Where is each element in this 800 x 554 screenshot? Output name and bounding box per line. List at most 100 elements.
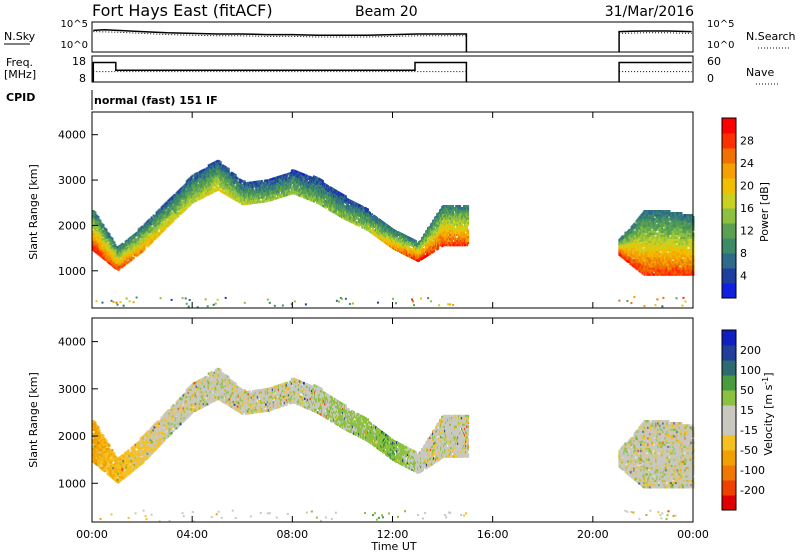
power-cell [349, 216, 352, 219]
power-cell [467, 207, 470, 210]
power-cell [252, 189, 255, 192]
power-cell [256, 186, 259, 190]
power-cell [201, 191, 204, 195]
power-cell [400, 234, 402, 238]
power-cell [244, 202, 247, 206]
power-cell [203, 174, 206, 177]
power-cell [260, 184, 263, 187]
power-cell [422, 244, 424, 248]
power-cell [250, 181, 253, 184]
power-cell [181, 190, 184, 193]
power-cell [338, 194, 341, 197]
power-cell [133, 235, 136, 239]
date-label: 31/Mar/2016 [605, 4, 694, 20]
power-cell [221, 170, 224, 173]
power-cell [307, 198, 310, 201]
power-cell [380, 232, 382, 235]
power-cell [374, 217, 376, 220]
power-noise-cell [452, 304, 455, 306]
power-cell [367, 216, 369, 220]
freq-left-tick-bottom: 8 [79, 72, 86, 85]
power-noise-cell [243, 301, 246, 304]
power-cell [311, 191, 314, 194]
power-cell [301, 183, 304, 186]
power-cell [310, 193, 313, 196]
power-cell [372, 226, 374, 229]
power-cell [367, 220, 369, 224]
power-cell [324, 206, 327, 209]
power-cell [181, 210, 184, 214]
power-panel-frame [91, 111, 694, 309]
power-noise-cell [411, 298, 413, 301]
power-cell [361, 205, 364, 209]
power-cell [347, 209, 350, 212]
power-cell [226, 181, 229, 185]
power-noise-cell [626, 300, 629, 302]
power-cell [465, 205, 468, 208]
nsearch-series-line-segment-2 [619, 32, 692, 34]
power-cell [420, 256, 422, 259]
nave-right-label: Nave [746, 66, 774, 79]
power-cell [138, 233, 141, 237]
power-cell [181, 206, 184, 210]
power-cell [201, 173, 204, 176]
power-cell [274, 184, 277, 188]
power-cell [284, 173, 287, 177]
power-cell [271, 179, 274, 183]
power-cell [355, 209, 358, 212]
power-noise-cell [293, 300, 296, 303]
noise-left-label: N.Sky [4, 30, 36, 43]
power-cell [330, 189, 333, 192]
power-cell [359, 215, 362, 218]
power-cell [121, 265, 124, 268]
power-cell [203, 168, 206, 171]
power-cell [391, 235, 393, 239]
power-cell [254, 191, 257, 194]
power-cell [200, 190, 203, 193]
power-cell [268, 193, 271, 196]
power-cell [254, 187, 257, 190]
power-cell [172, 219, 175, 222]
power-noise-cell [110, 299, 113, 302]
power-cell [416, 256, 418, 260]
power-cell [254, 189, 257, 192]
power-cell [305, 174, 308, 178]
power-cell [301, 193, 304, 196]
power-cell [249, 193, 252, 197]
power-cell [181, 194, 184, 197]
power-cell [255, 195, 258, 198]
power-cell [360, 209, 363, 212]
power-cell [422, 240, 424, 243]
power-noise-cell [212, 303, 215, 306]
power-cell [413, 241, 415, 244]
power-cell [102, 224, 105, 227]
power-cell [295, 182, 298, 186]
power-cell [277, 177, 280, 181]
power-cell [133, 239, 136, 243]
power-cell [113, 241, 116, 244]
power-cell [416, 248, 418, 252]
power-cell [121, 251, 124, 254]
power-cell [422, 254, 424, 258]
power-cell [282, 178, 285, 181]
power-cell [422, 242, 424, 245]
power-cell [376, 216, 378, 220]
power-cell [143, 248, 146, 251]
power-cell [306, 191, 309, 194]
power-cell [422, 236, 424, 239]
power-cell [230, 181, 233, 185]
power-cell [236, 177, 239, 180]
power-cell [195, 182, 198, 186]
power-cell [97, 216, 100, 219]
power-noise-cell [633, 296, 636, 298]
power-noise-cell [420, 297, 422, 300]
power-cell [99, 246, 102, 249]
power-cell [386, 232, 388, 235]
power-cell [230, 190, 233, 193]
freq-left-label-line2: [MHz] [4, 68, 36, 81]
power-cell [289, 184, 292, 187]
power-cell [452, 205, 455, 208]
power-cell [121, 249, 124, 252]
power-cell [422, 238, 424, 241]
power-cell [391, 231, 393, 235]
